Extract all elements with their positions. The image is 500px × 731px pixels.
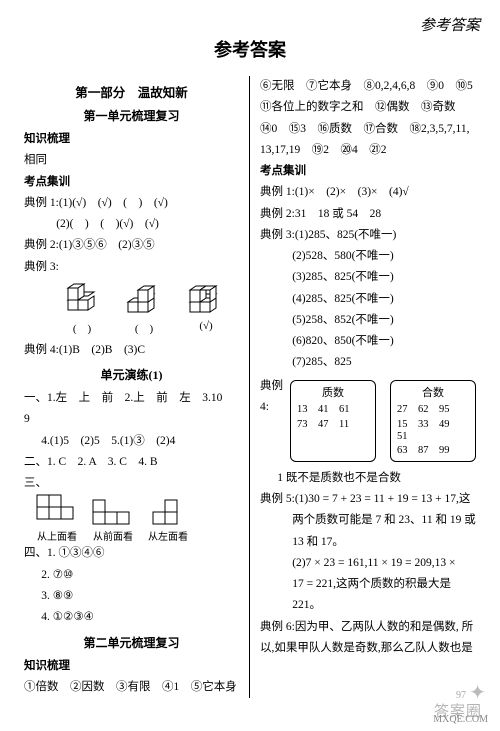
r-ex5b: 两个质数可能是 7 和 23、11 和 19 或 <box>260 510 476 531</box>
cube-figures-row <box>62 280 239 318</box>
page-title: 参考答案 <box>18 36 482 62</box>
r-ex3f: (6)820、850(不唯一) <box>260 331 476 352</box>
bullet-line-1: ①倍数 ②因数 ③有限 ④1 ⑤它本身 <box>24 677 239 698</box>
prime-box-l2: 73 47 11 <box>297 416 369 431</box>
ex2-line: 典例 2:(1)③⑤⑥ (2)③⑤ <box>24 235 239 256</box>
r-ex5a: 典例 5:(1)30 = 7 + 23 = 11 + 19 = 13 + 17,… <box>260 489 476 510</box>
r-ex5c: 13 和 17。 <box>260 532 476 553</box>
ex1-line-a: 典例 1:(1)(√) (√) ( ) (√) <box>24 193 239 214</box>
view-top: 从上面看 <box>36 494 78 543</box>
heading-zhishi-2: 知识梳理 <box>24 656 239 677</box>
line-1b: 4.(1)5 (2)5 5.(1)③ (2)4 <box>24 431 239 452</box>
r-ex3b: (2)528、580(不唯一) <box>260 246 476 267</box>
view-top-grid <box>36 494 78 526</box>
r-ex2: 典例 2:31 18 或 54 28 <box>260 204 476 225</box>
r-ex4-label: 典例 4: <box>260 376 286 419</box>
part-heading: 第一部分 温故知新 <box>24 82 239 101</box>
view-left-label: 从左面看 <box>148 528 188 543</box>
unit2-heading: 第二单元梳理复习 <box>24 634 239 651</box>
ex3-label: 典例 3: <box>24 257 239 278</box>
line-4d: 4. ①②③④ <box>24 607 239 628</box>
bullet-line-4b: 13,17,19 ⑲2 ⑳4 ㉑2 <box>260 140 476 161</box>
left-column: 第一部分 温故知新 第一单元梳理复习 知识梳理 相同 考点集训 典例 1:(1)… <box>18 76 250 698</box>
text-xiangtong: 相同 <box>24 150 239 171</box>
cube-figure-3 <box>186 280 226 318</box>
heading-zhishi: 知识梳理 <box>24 129 239 150</box>
prime-box: 质数 13 41 61 73 47 11 <box>290 380 376 462</box>
cube-figure-2 <box>124 280 164 318</box>
r-ex3c: (3)285、825(不唯一) <box>260 267 476 288</box>
line-4b: 2. ⑦⑩ <box>24 565 239 586</box>
r-ex5e: 17 = 221,这两个质数的积最大是 221。 <box>260 574 476 617</box>
ex1-line-b: (2)( ) ( )(√) (√) <box>24 214 239 235</box>
number-boxes-row: 质数 13 41 61 73 47 11 合数 27 62 95 15 33 4… <box>290 380 476 462</box>
cube-paren-row: ( ) ( ) (√) <box>62 320 239 336</box>
r-ex6a: 典例 6:因为甲、乙两队人数的和是偶数, 所 <box>260 617 476 638</box>
heading-kaodian-r: 考点集训 <box>260 161 476 182</box>
r-ex3a: 典例 3:(1)285、825(不唯一) <box>260 225 476 246</box>
r-ex1: 典例 1:(1)× (2)× (3)× (4)√ <box>260 182 476 203</box>
composite-box-title: 合数 <box>397 384 469 401</box>
r-ex6b: 以,如果甲队人数是奇数,那么乙队人数也是 <box>260 638 476 659</box>
ex4-line: 典例 4:(1)B (2)B (3)C <box>24 340 239 361</box>
r-ex3g: (7)285、825 <box>260 352 476 373</box>
bullet-line-2: ⑥无限 ⑦它本身 ⑧0,2,4,6,8 ⑨0 ⑩5 <box>260 76 476 97</box>
unit-exercise-heading: 单元演练(1) <box>24 366 239 383</box>
bullet-line-4: ⑭0 ⑮3 ⑯质数 ⑰合数 ⑱2,3,5,7,11, <box>260 119 476 140</box>
two-column-layout: 第一部分 温故知新 第一单元梳理复习 知识梳理 相同 考点集训 典例 1:(1)… <box>18 76 482 698</box>
view-front: 从前面看 <box>92 494 134 543</box>
paren-1: ( ) <box>62 320 102 336</box>
unit1-heading: 第一单元梳理复习 <box>24 107 239 124</box>
footer-site: MXQE.COM <box>433 714 488 725</box>
r-ex5d: (2)7 × 23 = 161,11 × 19 = 209,13 × <box>260 553 476 574</box>
composite-box-l2: 15 33 49 51 <box>397 416 469 442</box>
line-1: 一、1.左 上 前 2.上 前 左 3.10 9 <box>24 388 239 431</box>
line-4a: 四、1. ①③④⑥ <box>24 543 239 564</box>
right-column: ⑥无限 ⑦它本身 ⑧0,2,4,6,8 ⑨0 ⑩5 ⑪各位上的数字之和 ⑫偶数 … <box>250 76 482 698</box>
view-left-grid <box>152 494 184 526</box>
paren-3: (√) <box>186 320 226 336</box>
paren-2: ( ) <box>124 320 164 336</box>
prime-box-title: 质数 <box>297 384 369 401</box>
line-3: 三、 <box>24 473 239 494</box>
r-ex3e: (5)258、852(不唯一) <box>260 310 476 331</box>
three-views-row: 从上面看 从前面看 从左面看 <box>36 494 239 543</box>
cube-figure-1 <box>62 280 102 318</box>
view-left: 从左面看 <box>148 494 188 543</box>
composite-box-l3: 63 87 99 <box>397 442 469 457</box>
heading-kaodian: 考点集训 <box>24 172 239 193</box>
bullet-line-3: ⑪各位上的数字之和 ⑫偶数 ⑬奇数 <box>260 97 476 118</box>
view-front-label: 从前面看 <box>92 528 134 543</box>
composite-box: 合数 27 62 95 15 33 49 51 63 87 99 <box>390 380 476 462</box>
note-1: 1 既不是质数也不是合数 <box>260 468 476 489</box>
line-2: 二、1. C 2. A 3. C 4. B <box>24 452 239 473</box>
corner-label: 参考答案 <box>420 14 480 35</box>
r-ex3d: (4)285、825(不唯一) <box>260 289 476 310</box>
prime-box-l1: 13 41 61 <box>297 401 369 416</box>
view-front-grid <box>92 494 134 526</box>
composite-box-l1: 27 62 95 <box>397 401 469 416</box>
view-top-label: 从上面看 <box>36 528 78 543</box>
line-4c: 3. ⑧⑨ <box>24 586 239 607</box>
